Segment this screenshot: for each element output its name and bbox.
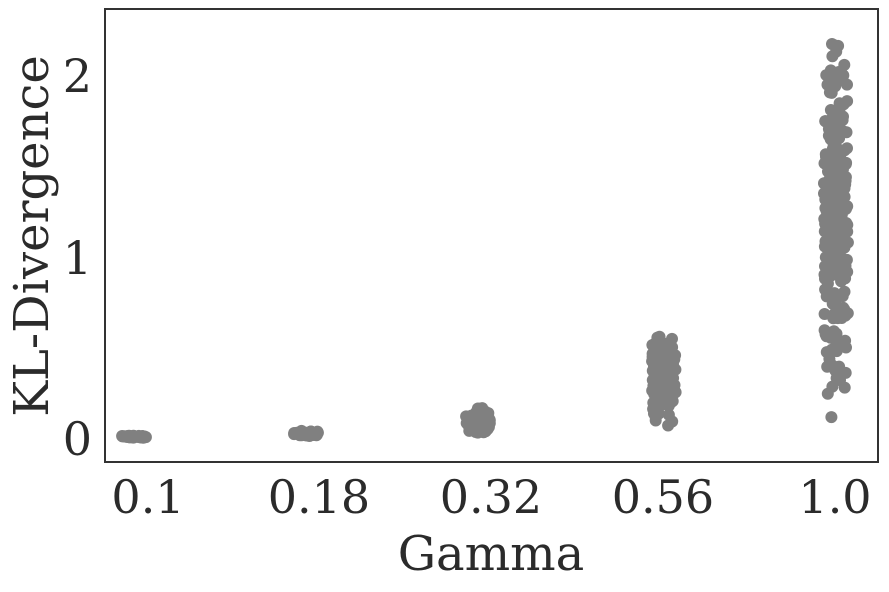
data-point [821, 265, 834, 277]
data-point [819, 283, 832, 296]
data-points [116, 38, 854, 444]
x-tick-label-2: 0.32 [440, 470, 542, 524]
data-point [821, 206, 834, 219]
data-point [818, 308, 831, 320]
data-point [819, 328, 832, 341]
y-tick-label-1: 1 [63, 231, 92, 285]
data-point [838, 144, 851, 157]
data-point [839, 272, 852, 285]
data-point [838, 190, 851, 203]
x-ticks: 0.1 0.18 0.32 0.56 1.0 [111, 470, 871, 524]
data-point [646, 347, 659, 360]
plot-frame [104, 8, 879, 463]
x-tick-label-4: 1.0 [798, 470, 871, 524]
x-tick-label-1: 0.18 [268, 470, 370, 524]
data-point [474, 402, 487, 415]
data-point [836, 114, 849, 127]
data-point [832, 39, 845, 52]
data-point [836, 290, 849, 303]
data-point [818, 187, 830, 200]
data-point [818, 240, 831, 253]
data-point [823, 86, 836, 99]
data-point [665, 386, 678, 399]
data-point [836, 163, 849, 176]
data-point [831, 250, 844, 263]
data-point [827, 130, 840, 143]
data-point [651, 331, 664, 344]
data-point [460, 410, 473, 423]
data-point [838, 174, 850, 187]
data-point [666, 332, 678, 345]
data-point [666, 341, 679, 354]
y-ticks: 0 1 2 [63, 49, 92, 466]
y-tick-label-2: 2 [63, 49, 92, 103]
data-point [123, 429, 135, 442]
data-point [840, 217, 853, 229]
x-tick-label-3: 0.56 [612, 470, 714, 524]
data-point [835, 312, 848, 324]
data-point [819, 251, 832, 264]
data-point [311, 425, 324, 438]
data-point [823, 353, 836, 365]
data-point [825, 411, 838, 424]
data-point [841, 95, 854, 108]
data-point [651, 401, 664, 414]
y-tick-label-0: 0 [63, 412, 92, 466]
data-point [837, 301, 850, 314]
data-point [824, 64, 837, 77]
data-point [483, 413, 496, 426]
data-point [294, 426, 306, 439]
data-point [662, 408, 675, 421]
x-tick-label-0: 0.1 [111, 470, 184, 524]
data-point [840, 200, 853, 213]
data-point [649, 377, 662, 390]
data-point [830, 221, 843, 234]
x-axis-label: Gamma [398, 526, 585, 582]
data-point [662, 367, 674, 380]
y-axis-label: KL-Divergence [4, 55, 60, 417]
data-point [819, 148, 832, 161]
data-point [829, 364, 842, 377]
data-point [841, 78, 853, 91]
